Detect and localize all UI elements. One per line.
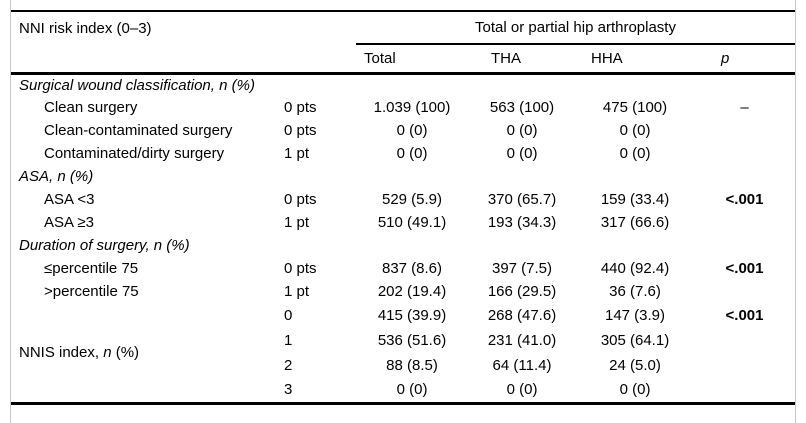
table-row: >percentile 75 1 pt 202 (19.4) 166 (29.5…	[11, 280, 795, 303]
points-cell: 1 pt	[284, 145, 310, 162]
column-header-hha: HHA	[576, 44, 695, 75]
hha-cell: 0 (0)	[619, 122, 651, 139]
p-value-cell	[694, 328, 795, 353]
points-cell: 0	[284, 307, 293, 324]
row-label: Clean-contaminated surgery	[44, 122, 233, 139]
table-title: NNI risk index (0–3)	[19, 19, 152, 37]
tha-cell: 397 (7.5)	[491, 260, 553, 277]
table-row-nnis: 2 88 (8.5) 64 (11.4) 24 (5.0)	[11, 353, 795, 378]
p-value-cell: <.001	[725, 191, 764, 208]
p-value-cell: <.001	[725, 260, 764, 277]
nnis-group-label: NNIS index, n (%)	[11, 303, 284, 403]
p-value-cell: –	[740, 99, 749, 116]
row-label: Contaminated/dirty surgery	[44, 145, 225, 162]
tha-cell: 0 (0)	[506, 381, 538, 399]
row-label: >percentile 75	[44, 283, 139, 300]
total-cell: 837 (8.6)	[381, 260, 443, 277]
total-cell: 415 (39.9)	[377, 307, 447, 324]
row-label: ASA ≥3	[44, 214, 94, 231]
tha-cell: 563 (100)	[489, 99, 555, 116]
header-row-spanner: NNI risk index (0–3) Total or partial hi…	[11, 11, 796, 45]
total-cell: 1.039 (100)	[373, 99, 451, 116]
table-row: ≤percentile 75 0 pts 837 (8.6) 397 (7.5)…	[11, 257, 795, 280]
tha-cell: 193 (34.3)	[487, 214, 557, 231]
total-cell: 529 (5.9)	[381, 191, 443, 208]
total-cell: 510 (49.1)	[377, 214, 447, 231]
section-label: Duration of surgery, n (%)	[19, 237, 190, 254]
row-label: ASA <3	[44, 191, 95, 208]
nnis-label-prefix: NNIS index,	[19, 343, 104, 361]
points-cell: 1 pt	[284, 283, 310, 300]
hha-cell: 147 (3.9)	[604, 307, 666, 324]
total-cell: 0 (0)	[396, 381, 428, 399]
section-label: ASA, n (%)	[19, 168, 94, 185]
table-row: ASA ≥3 1 pt 510 (49.1) 193 (34.3) 317 (6…	[11, 211, 795, 234]
total-cell: 536 (51.6)	[377, 332, 447, 349]
hha-cell: 36 (7.6)	[609, 283, 661, 300]
table-row-nnis: NNIS index, n (%) 0 415 (39.9) 268 (47.6…	[11, 303, 795, 361]
row-label: ≤percentile 75	[44, 260, 139, 277]
table-row-nnis: 3 0 (0) 0 (0) 0 (0)	[11, 378, 795, 403]
hha-cell: 317 (66.6)	[600, 214, 670, 231]
p-value-cell	[694, 280, 795, 303]
points-cell: 0 pts	[284, 122, 317, 139]
hha-cell: 440 (92.4)	[600, 260, 670, 277]
column-header-p: p	[694, 44, 796, 75]
points-cell: 1 pt	[284, 214, 310, 231]
hha-cell: 24 (5.0)	[609, 357, 661, 374]
section-label: Surgical wound classification, n (%)	[19, 76, 255, 94]
tha-cell: 231 (41.0)	[487, 332, 557, 349]
p-value-cell	[694, 119, 795, 142]
total-cell: 202 (19.4)	[377, 283, 447, 300]
total-cell: 88 (8.5)	[386, 357, 438, 374]
column-header-tha: THA	[468, 44, 577, 75]
tha-cell: 268 (47.6)	[487, 307, 557, 324]
header-row-columns: Total THA HHA p	[11, 44, 796, 75]
row-label: Clean surgery	[44, 99, 138, 116]
header-spacer	[11, 44, 357, 75]
section-row: Duration of surgery, n (%)	[11, 234, 795, 257]
table-row: Clean surgery 0 pts 1.039 (100) 563 (100…	[11, 96, 795, 119]
p-value-cell	[694, 142, 795, 165]
hha-cell: 159 (33.4)	[600, 191, 670, 208]
column-group-header: Total or partial hip arthroplasty	[356, 11, 796, 45]
tha-cell: 0 (0)	[506, 145, 538, 162]
hha-cell: 0 (0)	[619, 381, 651, 399]
section-row: Surgical wound classification, n (%)	[11, 73, 795, 96]
points-cell: 2	[284, 357, 293, 374]
nnis-label-n: n	[103, 343, 112, 361]
nnis-label-suffix: (%)	[111, 343, 140, 361]
points-cell: 0 pts	[284, 99, 317, 116]
tha-cell: 166 (29.5)	[487, 283, 557, 300]
hha-cell: 475 (100)	[602, 99, 668, 116]
column-header-total: Total	[356, 44, 469, 75]
risk-index-table: NNI risk index (0–3) Total or partial hi…	[11, 10, 796, 405]
points-cell: 3	[284, 381, 293, 399]
section-row: ASA, n (%)	[11, 165, 795, 188]
tha-cell: 64 (11.4)	[492, 357, 552, 374]
table-frame: NNI risk index (0–3) Total or partial hi…	[10, 0, 796, 423]
table-header: NNI risk index (0–3) Total or partial hi…	[11, 11, 796, 75]
tha-cell: 370 (65.7)	[487, 191, 557, 208]
table-body: Surgical wound classification, n (%) Cle…	[11, 73, 795, 403]
table-row: Contaminated/dirty surgery 1 pt 0 (0) 0 …	[11, 142, 795, 165]
p-value-cell	[694, 211, 795, 234]
points-cell: 0 pts	[284, 191, 317, 208]
total-cell: 0 (0)	[396, 145, 428, 162]
hha-cell: 305 (64.1)	[600, 332, 670, 349]
hha-cell: 0 (0)	[619, 145, 651, 162]
tha-cell: 0 (0)	[506, 122, 538, 139]
p-value-cell: <.001	[725, 307, 764, 324]
total-cell: 0 (0)	[396, 122, 428, 139]
table-row: Clean-contaminated surgery 0 pts 0 (0) 0…	[11, 119, 795, 142]
points-cell: 1	[284, 332, 293, 349]
p-value-cell	[694, 378, 795, 403]
table-row-nnis: 1 536 (51.6) 231 (41.0) 305 (64.1)	[11, 328, 795, 353]
table-row: ASA <3 0 pts 529 (5.9) 370 (65.7) 159 (3…	[11, 188, 795, 211]
points-cell: 0 pts	[284, 260, 317, 277]
p-value-cell	[694, 353, 795, 378]
